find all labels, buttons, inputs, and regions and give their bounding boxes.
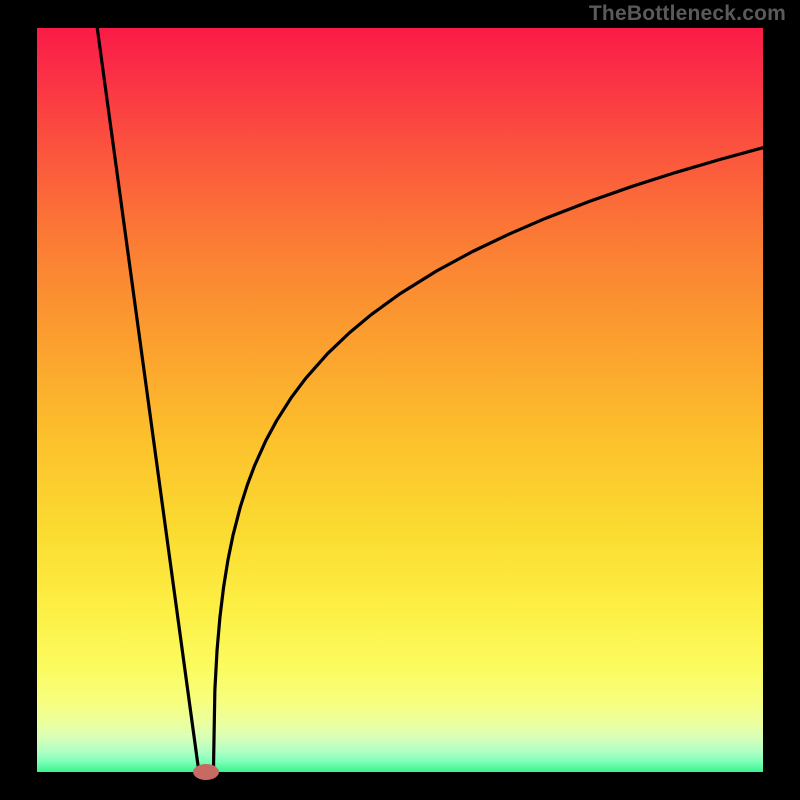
watermark-text: TheBottleneck.com: [589, 2, 786, 26]
plot-area: [37, 28, 763, 772]
curve-falling-line: [97, 28, 199, 772]
valley-marker: [193, 764, 219, 780]
curve-layer: [37, 28, 763, 772]
chart-container: { "watermark": { "text": "TheBottleneck.…: [0, 0, 800, 800]
curve-rising-curve: [213, 148, 763, 772]
